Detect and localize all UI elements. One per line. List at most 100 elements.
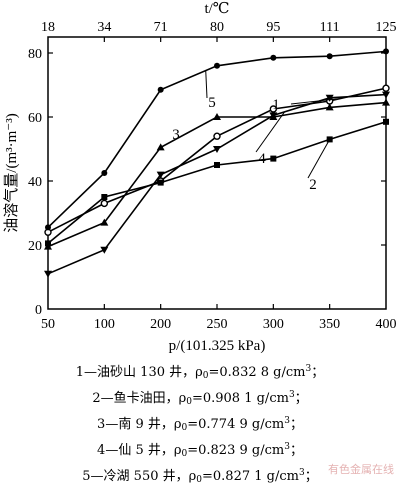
legend-prefix: 4—仙 5 井，ρ [97, 443, 182, 458]
x-tick-label: 400 [376, 317, 397, 332]
y-tick-label: 80 [28, 47, 42, 62]
legend-end: ； [304, 469, 318, 484]
legend-sup: 3 [298, 468, 305, 478]
series-5-point [101, 170, 108, 176]
legend-sub: 0 [196, 475, 202, 485]
series-1-label: 1 [272, 97, 280, 113]
series-5-point [270, 54, 277, 61]
series-1-leader [290, 97, 341, 105]
series-3-point [382, 98, 390, 106]
series-1-point [269, 105, 278, 113]
series-4-leader [255, 111, 286, 153]
series-5-point [383, 48, 389, 55]
series-4-point [269, 112, 278, 120]
legend-item-1: 1—油砂山 130 井，ρ0=0.832 8 g/cm3； [0, 356, 400, 382]
legend-end: ； [294, 391, 308, 406]
series-labels: 1 2 3 4 5 [172, 70, 341, 193]
series-3-label: 3 [172, 127, 180, 143]
series-2-point [270, 155, 277, 162]
legend-end: ； [289, 417, 303, 432]
legend-prefix: 2—鱼卡油田，ρ [92, 391, 187, 406]
x-tick-label: 350 [319, 317, 340, 332]
series-5-point [157, 86, 164, 93]
legend-sup: 3 [284, 416, 290, 426]
series-3-point [100, 218, 109, 226]
legend-prefix: 3—南 9 井，ρ [97, 417, 182, 432]
series-4-point [100, 246, 109, 254]
legend-prefix: 5—冷湖 550 井，ρ [82, 469, 197, 484]
series-4-point [382, 91, 390, 99]
legend-value: =0.832 8 g/cm [208, 365, 306, 380]
series-4-point [156, 171, 165, 179]
series-group [44, 48, 390, 278]
legend-value: =0.823 9 g/cm [187, 443, 285, 458]
series-3-point [44, 242, 52, 250]
legend-sub: 0 [181, 449, 188, 459]
legend-value: =0.908 1 g/cm [191, 391, 289, 406]
top-tick-label: 34 [97, 20, 111, 35]
legend-end: ； [311, 365, 325, 380]
legend-item-2: 2—鱼卡油田，ρ0=0.908 1 g/cm3； [0, 382, 400, 408]
x-axis-ticks: 50 100 200 250 300 350 400 [41, 304, 397, 332]
top-axis-title: t/℃ [204, 1, 229, 17]
y-tick-label: 0 [35, 303, 42, 318]
series-3-point [213, 113, 221, 120]
series-3-point [156, 143, 165, 151]
legend-sub: 0 [202, 371, 209, 381]
top-tick-label: 80 [210, 20, 224, 35]
series-4-point [213, 146, 221, 153]
legend-sup: 3 [288, 390, 295, 400]
series-1-point [382, 84, 390, 92]
series-3-point [325, 103, 334, 111]
x-tick-label: 200 [150, 317, 171, 332]
legend-item-4: 4—仙 5 井，ρ0=0.823 9 g/cm3； [0, 434, 400, 460]
series-4-point [325, 94, 334, 102]
series-1-point [213, 132, 221, 140]
series-5-point [326, 53, 333, 60]
top-tick-label: 95 [266, 20, 280, 35]
series-5-leader [205, 70, 208, 99]
series-3-line [47, 101, 387, 248]
chart: 50 100 200 250 300 350 400 18 34 71 80 95 111 125 02… [3, 1, 397, 354]
series-2-leader [307, 139, 331, 179]
series-5-point [45, 224, 51, 231]
legend-item-5: 5—冷湖 550 井，ρ0=0.827 1 g/cm3； [0, 460, 400, 486]
top-tick-label: 125 [376, 20, 397, 35]
watermark: 有色金属在线 [328, 463, 394, 476]
legend-sup: 3 [305, 364, 312, 374]
legend-sub: 0 [186, 397, 192, 407]
legend-value: =0.827 1 g/cm [202, 469, 299, 484]
y-tick-label: 60 [28, 111, 42, 126]
y-axis-title: 油溶气量/(m³·m⁻³) [3, 113, 20, 232]
top-tick-label: 71 [154, 20, 168, 35]
top-axis-ticks: 18 34 71 80 95 111 125 [41, 20, 397, 42]
legend-prefix: 1—油砂山 130 井，ρ [75, 365, 203, 380]
legend-sub: 0 [181, 423, 188, 433]
x-tick-label: 250 [207, 317, 228, 332]
y-tick-label: 20 [28, 239, 42, 254]
series-1-point [100, 199, 109, 208]
legend-sup: 3 [284, 442, 290, 452]
x-tick-label: 300 [263, 317, 284, 332]
legend-value: =0.774 9 g/cm [187, 417, 285, 432]
series-3-leader [185, 128, 195, 135]
plot-frame [47, 36, 387, 310]
series-1-line [47, 87, 387, 233]
series-2-label: 2 [309, 177, 317, 193]
series-2-point [214, 162, 220, 168]
series-4-label: 4 [258, 151, 266, 167]
y-tick-label: 40 [28, 175, 42, 190]
x-tick-label: 100 [94, 317, 115, 332]
x-tick-label: 50 [41, 317, 55, 332]
series-2-point [101, 194, 108, 200]
series-5-label: 5 [208, 95, 216, 111]
x-axis-title: p/(101.325 kPa) [169, 338, 266, 354]
series-2-point [383, 118, 389, 125]
series-2-point [157, 179, 164, 186]
legend-end: ； [289, 443, 303, 458]
series-4-line [47, 93, 387, 275]
series-5-point [214, 62, 220, 69]
legend-item-3: 3—南 9 井，ρ0=0.774 9 g/cm3； [0, 408, 400, 434]
top-tick-label: 111 [320, 20, 340, 35]
top-tick-label: 18 [41, 20, 55, 35]
